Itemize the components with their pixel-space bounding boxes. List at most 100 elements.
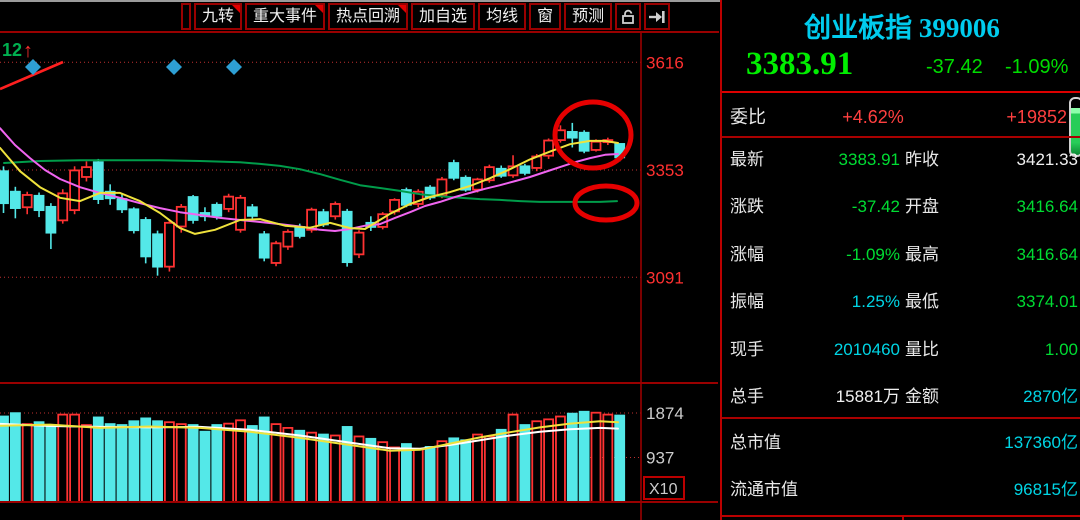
weibi-gauge xyxy=(1069,97,1080,157)
volume-bar xyxy=(472,433,483,503)
toolbar-button-7[interactable]: 预测 xyxy=(564,3,613,30)
candle-body xyxy=(306,208,318,231)
volume-bar xyxy=(590,411,602,503)
candle-body xyxy=(483,166,495,182)
field-value: -37.42 xyxy=(851,197,900,216)
field-label: 最低 xyxy=(905,292,939,311)
weibi-row: 委比 +4.62% +19852 xyxy=(722,100,1080,134)
field-value: 2010460 xyxy=(833,340,900,359)
candle-body xyxy=(81,166,92,178)
price-change-pct: -1.09% xyxy=(1005,56,1069,78)
quote-panel: 创业板指 399006 3383.91 -37.42 -1.09% 委比 +4.… xyxy=(720,0,1080,520)
toolbar-button-5[interactable]: 均线 xyxy=(478,3,527,30)
field-value: 3416.64 xyxy=(1016,245,1078,264)
toolbar-button-4[interactable]: 加自选 xyxy=(411,3,476,30)
field-label: 最新 xyxy=(730,150,764,169)
instrument-name: 创业板指 xyxy=(804,13,913,43)
volume-bar xyxy=(128,420,140,503)
candle-body xyxy=(246,206,258,217)
vol-ma-yellow xyxy=(0,420,619,452)
quote-row-3: 涨幅 -1.09% 最高 3416.64 xyxy=(722,241,1080,269)
trend-line xyxy=(0,60,64,91)
field-value: 96815亿 xyxy=(1013,480,1078,499)
unlock-icon[interactable] xyxy=(615,3,642,30)
volume-bar xyxy=(69,413,80,503)
field-value: 3383.91 xyxy=(838,150,900,169)
volume-bar xyxy=(45,424,57,503)
volume-bar xyxy=(163,421,175,503)
instrument-code: 399006 xyxy=(918,13,1000,43)
candle-body xyxy=(45,205,57,234)
volume-unit-box xyxy=(643,476,685,500)
kline-chart[interactable]: 12 ↑ 3616 3353 3091 1874 937 X10 xyxy=(0,0,720,520)
candle-body xyxy=(33,194,45,212)
volume-unit-label: X10 xyxy=(649,481,678,498)
candle-body xyxy=(543,139,554,157)
field-label: 总市值 xyxy=(730,433,781,452)
volume-bar xyxy=(389,446,400,503)
toolbar-button-1[interactable]: 九转 xyxy=(194,3,243,30)
volume-bar xyxy=(341,426,353,503)
weicha-value: +19852 xyxy=(1006,107,1067,127)
toolbar-button-6[interactable]: 窗 xyxy=(529,3,562,30)
candle-body xyxy=(235,196,246,231)
volume-bar xyxy=(377,441,389,503)
price-row: 3383.91 -37.42 -1.09% xyxy=(722,46,1080,86)
field-value: 2870亿 xyxy=(1023,387,1078,406)
field-value: 137360亿 xyxy=(1004,433,1078,452)
toolbar-button-2[interactable]: 重大事件 xyxy=(245,3,326,30)
cap-row-1: 总市值 137360亿 xyxy=(722,429,1080,457)
volume-bar xyxy=(294,429,306,503)
field-value: 15881万 xyxy=(835,387,900,406)
highlight-circle xyxy=(552,99,634,171)
volume-bar xyxy=(152,420,163,503)
field-label: 现手 xyxy=(730,340,764,359)
candle-body xyxy=(128,208,140,232)
price-change: -37.42 xyxy=(926,56,983,78)
price-axis-label: 3616 xyxy=(646,53,684,72)
candle-body xyxy=(69,169,80,212)
field-label: 流通市值 xyxy=(730,480,798,499)
cap-row-2: 流通市值 96815亿 xyxy=(722,476,1080,504)
volume-bar xyxy=(116,424,128,503)
candle-body xyxy=(163,221,175,268)
field-value: 3421.33 xyxy=(1016,150,1078,169)
candle-body xyxy=(0,170,9,205)
candle-body xyxy=(282,230,294,248)
candle-body xyxy=(57,192,69,222)
toolbar-divider xyxy=(0,31,719,33)
weibi-label: 委比 xyxy=(730,107,766,127)
price-axis-label: 3353 xyxy=(646,161,684,180)
volume-bar xyxy=(318,433,329,503)
weibi-value: +4.62% xyxy=(842,107,904,127)
quote-row-2: 涨跌 -37.42 开盘 3416.64 xyxy=(722,193,1080,221)
candle-body xyxy=(223,195,235,210)
volume-bar xyxy=(483,435,495,503)
candle-body xyxy=(270,242,282,264)
volume-bar xyxy=(412,447,424,503)
volume-bar xyxy=(81,424,92,503)
volume-bar xyxy=(460,439,472,503)
field-value: -1.09% xyxy=(846,245,900,264)
instrument-title: 创业板指 399006 xyxy=(722,6,1080,45)
field-label: 振幅 xyxy=(730,292,764,311)
volume-bar xyxy=(495,428,507,503)
candle-body xyxy=(329,203,341,218)
ma-line-green xyxy=(3,159,618,203)
candle-body xyxy=(175,205,187,228)
volume-bar xyxy=(329,434,341,503)
sequence-label: 12 xyxy=(2,40,22,60)
volume-bar xyxy=(223,422,235,503)
window-top-edge xyxy=(0,0,1080,2)
panel-separator xyxy=(722,136,1080,138)
candle-body xyxy=(92,161,104,200)
toolbar-button-3[interactable]: 热点回溯 xyxy=(328,3,409,30)
field-label: 量比 xyxy=(905,340,939,359)
volume-bar xyxy=(578,410,590,503)
jump-right-icon[interactable] xyxy=(644,3,671,30)
volume-bar xyxy=(92,416,104,503)
volume-bar xyxy=(448,437,460,503)
field-label: 昨收 xyxy=(905,150,939,169)
quote-row-4: 振幅 1.25% 最低 3374.01 xyxy=(722,288,1080,316)
volume-bar xyxy=(57,413,69,503)
